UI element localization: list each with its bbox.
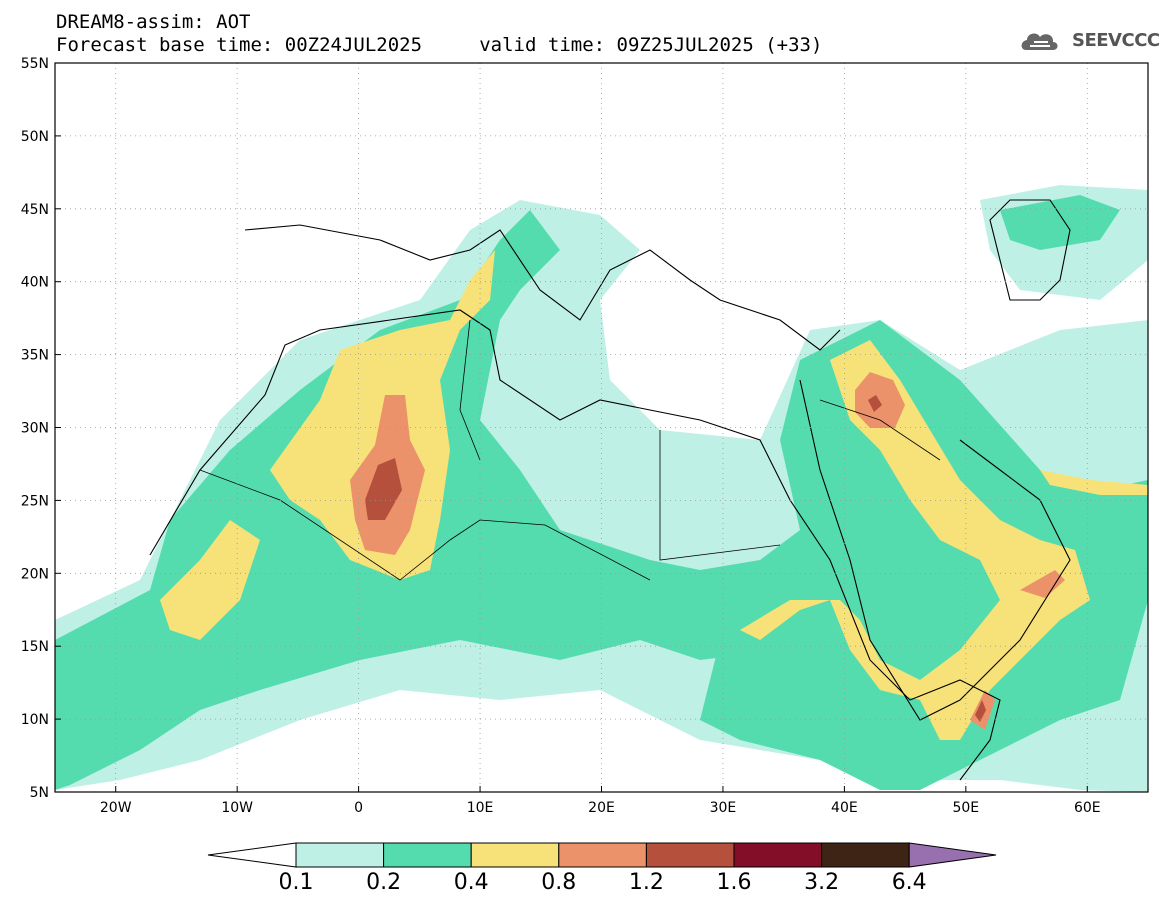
lat-tick-label: 25N — [21, 493, 49, 509]
lat-tick-label: 30N — [21, 421, 49, 437]
colorbar-swatch — [295, 842, 385, 868]
colorbar-label: 1.2 — [628, 870, 664, 895]
lat-tick-label: 5N — [30, 785, 49, 801]
colorbar-swatch — [383, 842, 472, 868]
aot-field-orange-iraq — [855, 372, 905, 428]
lon-tick-label: 60E — [1074, 800, 1101, 816]
colorbar-low-arrow — [207, 842, 297, 868]
lon-tick-label: 50E — [952, 800, 979, 816]
lon-tick-label: 40E — [831, 800, 858, 816]
aot-field-darkred-somalia — [975, 700, 986, 722]
border-lines — [199, 319, 941, 581]
map-title: DREAM8-assim: AOT — [56, 11, 251, 33]
aot-field-darkred-sahara — [365, 458, 402, 520]
aot-field-green-west — [55, 210, 840, 790]
lon-tick-label: 30E — [710, 800, 737, 816]
gridlines — [55, 63, 1148, 792]
colorbar-high-arrow — [908, 842, 997, 868]
lat-tick-label: 40N — [21, 275, 49, 291]
colorbar-swatch — [733, 842, 823, 868]
colorbar-label: 0.1 — [278, 870, 314, 895]
colorbar-swatch — [645, 842, 735, 868]
colorbar-label: 0.8 — [541, 870, 577, 895]
coastline-caspian — [989, 199, 1071, 301]
colorbar-swatch — [558, 842, 647, 868]
lat-tick-label: 50N — [21, 129, 49, 145]
lat-tick-label: 20N — [21, 566, 49, 582]
aot-field-yellow-mauritania — [160, 520, 260, 640]
lon-tick-label: 10E — [467, 800, 494, 816]
lon-tick-label: 0 — [354, 800, 363, 816]
lon-tick-label: 10W — [221, 800, 253, 816]
lat-tick-label: 35N — [21, 348, 49, 364]
lat-tick-label: 55N — [21, 56, 49, 72]
coastline-arabia — [799, 379, 1071, 721]
coastline-west-africa — [149, 309, 1001, 781]
colorbar-label: 3.2 — [804, 870, 840, 895]
aot-field-yellow-arabia — [740, 340, 1090, 740]
aot-field-yellow-east — [1040, 470, 1148, 495]
colorbar-label: 6.4 — [891, 870, 927, 895]
lat-tick-label: 10N — [21, 712, 49, 728]
lat-tick-label: 45N — [21, 202, 49, 218]
lon-tick-label: 20W — [100, 800, 132, 816]
logo-text: SEEVCCC — [1072, 30, 1160, 51]
forecast-time-line: Forecast base time: 00Z24JUL2025 valid t… — [56, 34, 823, 56]
colorbar-label: 0.4 — [453, 870, 489, 895]
lon-tick-label: 20E — [588, 800, 615, 816]
colorbar-label: 0.2 — [366, 870, 402, 895]
cloud-icon — [1021, 33, 1058, 50]
colorbar-label: 1.6 — [716, 870, 752, 895]
colorbar-swatch — [821, 842, 910, 868]
aot-field-orange-oman — [1020, 570, 1065, 598]
aot-field-green-east — [700, 320, 1148, 790]
axis-ticks: 5N 10N 15N 20N 25N 30N 35N 40N 45N 50N 55N 20W 10W 0 1… — [21, 56, 1101, 816]
lat-tick-label: 15N — [21, 639, 49, 655]
aot-field-darkred-iraq — [868, 395, 882, 412]
coastline-europe — [244, 224, 841, 351]
colorbar-swatch — [470, 842, 560, 868]
